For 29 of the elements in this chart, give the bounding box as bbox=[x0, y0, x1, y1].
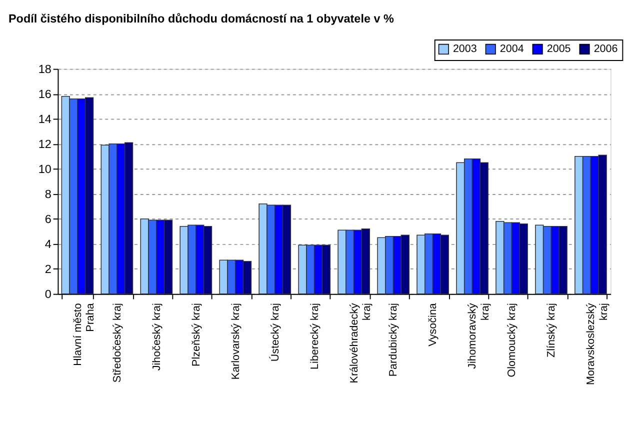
y-tick-label: 18 bbox=[38, 63, 52, 76]
chart-title: Podíl čistého disponibilního důchodu domácností na 1 obyvatele v % bbox=[8, 12, 395, 26]
y-tick-label: 12 bbox=[38, 138, 52, 152]
legend-label: 2006 bbox=[594, 43, 618, 56]
x-tick-label: Vysočina bbox=[427, 303, 440, 346]
x-tick-label: Olomoucký kraj bbox=[506, 303, 518, 378]
legend-label: 2003 bbox=[452, 43, 477, 56]
y-tick-label: 6 bbox=[44, 213, 52, 226]
y-tick-label: 4 bbox=[44, 238, 52, 252]
legend-label: 2004 bbox=[500, 43, 524, 56]
x-tick-label: Hlavní město Praha bbox=[72, 303, 97, 366]
x-tick-label: Pardubický kraj bbox=[388, 303, 400, 377]
y-tick-label: 0 bbox=[44, 288, 52, 302]
x-tick-label: Liberecký kraj bbox=[308, 303, 321, 370]
y-tick-label: 8 bbox=[44, 188, 52, 202]
x-tick-label: Ústecký kraj bbox=[268, 303, 282, 362]
y-tick-label: 14 bbox=[38, 113, 52, 126]
x-tick-label: Moravskoslezský kraj bbox=[585, 302, 610, 385]
legend-label: 2005 bbox=[546, 43, 571, 56]
y-tick-label: 10 bbox=[38, 163, 52, 176]
x-tick-label: Zlínský kraj bbox=[546, 303, 558, 358]
y-tick-label: 2 bbox=[44, 263, 52, 276]
x-tick-label: Středočeský kraj bbox=[111, 303, 124, 383]
y-tick-label: 16 bbox=[38, 88, 52, 102]
x-tick-label: Karlovarský kraj bbox=[230, 303, 242, 380]
x-tick-label: Jihočeský kraj bbox=[150, 303, 163, 371]
x-tick-label: Jihomoravský kraj bbox=[466, 302, 492, 369]
x-tick-label: Plzeňský kraj bbox=[190, 303, 202, 366]
x-tick-label: Královéhradecký kraj bbox=[348, 302, 373, 384]
